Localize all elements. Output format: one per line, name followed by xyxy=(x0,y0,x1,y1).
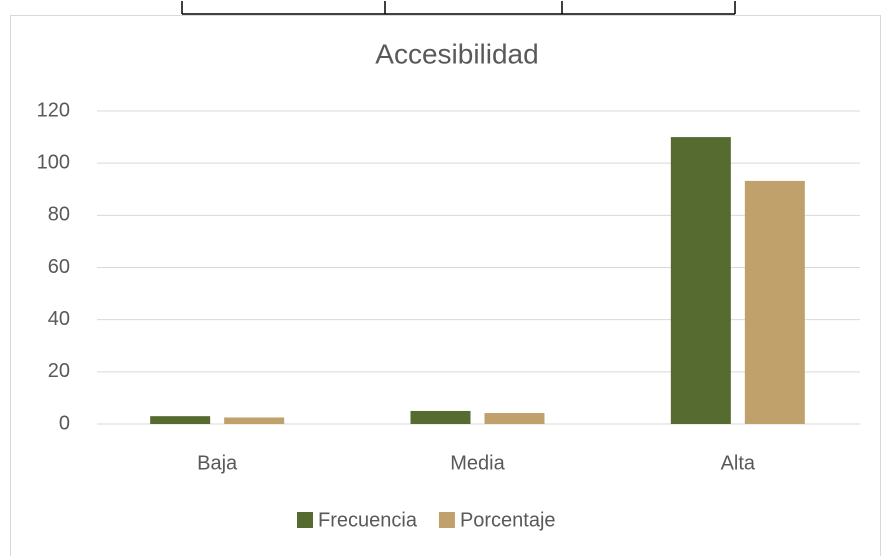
y-tick-label: 40 xyxy=(48,308,70,330)
x-tick-label: Alta xyxy=(721,452,756,474)
x-tick-label: Media xyxy=(450,452,505,474)
table-fragment xyxy=(181,1,736,15)
chart-frame xyxy=(10,15,881,556)
bar xyxy=(744,180,805,424)
y-tick-label: 120 xyxy=(37,99,70,121)
bar xyxy=(410,410,471,424)
chart-title: Accesibilidad xyxy=(375,38,538,69)
x-tick-label: Baja xyxy=(197,452,238,474)
legend-label: Porcentaje xyxy=(460,509,556,531)
legend-label: Frecuencia xyxy=(318,509,418,531)
legend-swatch xyxy=(297,512,313,528)
bar xyxy=(484,413,545,424)
y-tick-label: 100 xyxy=(37,151,70,173)
bar xyxy=(224,417,285,424)
y-tick-label: 20 xyxy=(48,360,70,382)
bar xyxy=(670,137,731,425)
y-tick-label: 80 xyxy=(48,204,70,226)
legend-swatch xyxy=(438,512,455,528)
bar xyxy=(150,416,211,424)
y-tick-label: 60 xyxy=(48,256,70,278)
y-tick-label: 0 xyxy=(59,412,70,434)
